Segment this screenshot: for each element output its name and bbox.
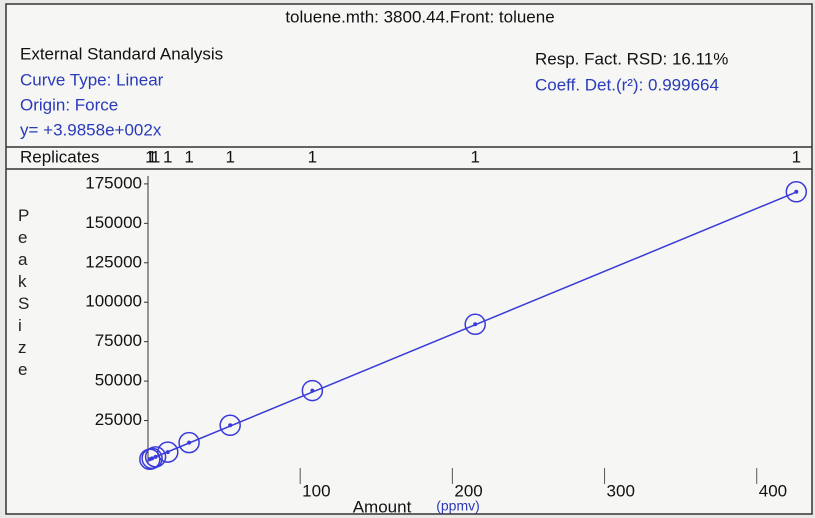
point-center [794,189,799,194]
curve-type: Curve Type: Linear [20,70,164,89]
coeff: Coeff. Det.(r²): 0.999664 [535,75,719,94]
point [141,447,163,470]
frame [5,3,813,515]
origin: Origin: Force [20,95,118,114]
point-center [310,388,315,393]
replicate-count: 1 [147,147,156,166]
y-label: Peak Size [18,206,30,379]
x-unit: (ppmv) [436,498,480,514]
x-tick-label: 100 [302,481,330,500]
y-tick-label: 175000 [85,173,142,192]
point [144,446,167,468]
y-tick-label: 50000 [95,371,142,390]
replicates-label: Replicates [20,147,99,166]
y-tick-label: 75000 [95,331,142,350]
chart-title: toluene.mth: 3800.44.Front: toluene [285,7,554,26]
replicate-count: 1 [308,147,317,166]
x-label: Amount [353,497,412,516]
x-tick-label: 400 [759,481,787,500]
x-tick-label: 300 [607,481,635,500]
replicate-count: 1 [151,147,160,166]
replicate-count: 1 [225,147,234,166]
method: External Standard Analysis [20,44,223,63]
equation: y= +3.9858e+002x [20,120,162,139]
y-tick-label: 150000 [85,213,142,232]
y-tick-label: 100000 [85,292,142,311]
replicate-count: 1 [145,147,154,166]
point [178,431,200,454]
point [301,379,324,402]
rsd: Resp. Fact. RSD: 16.11% [535,49,728,68]
point-center [150,456,155,461]
y-tick-label: 125000 [85,252,142,271]
point [157,441,179,463]
point-center [165,450,170,455]
replicate-count: 1 [184,147,193,166]
point-center [473,322,478,327]
point [464,313,486,336]
point-center [187,440,192,445]
x-tick-label: 200 [454,481,482,500]
replicate-count: 1 [470,147,479,166]
point [219,414,241,437]
point-center [153,454,158,459]
replicate-count: 1 [792,147,801,166]
point-center [228,423,233,428]
replicate-count: 1 [163,147,172,166]
fit-line [147,191,797,461]
y-tick-label: 25000 [95,410,142,429]
point [785,181,808,203]
